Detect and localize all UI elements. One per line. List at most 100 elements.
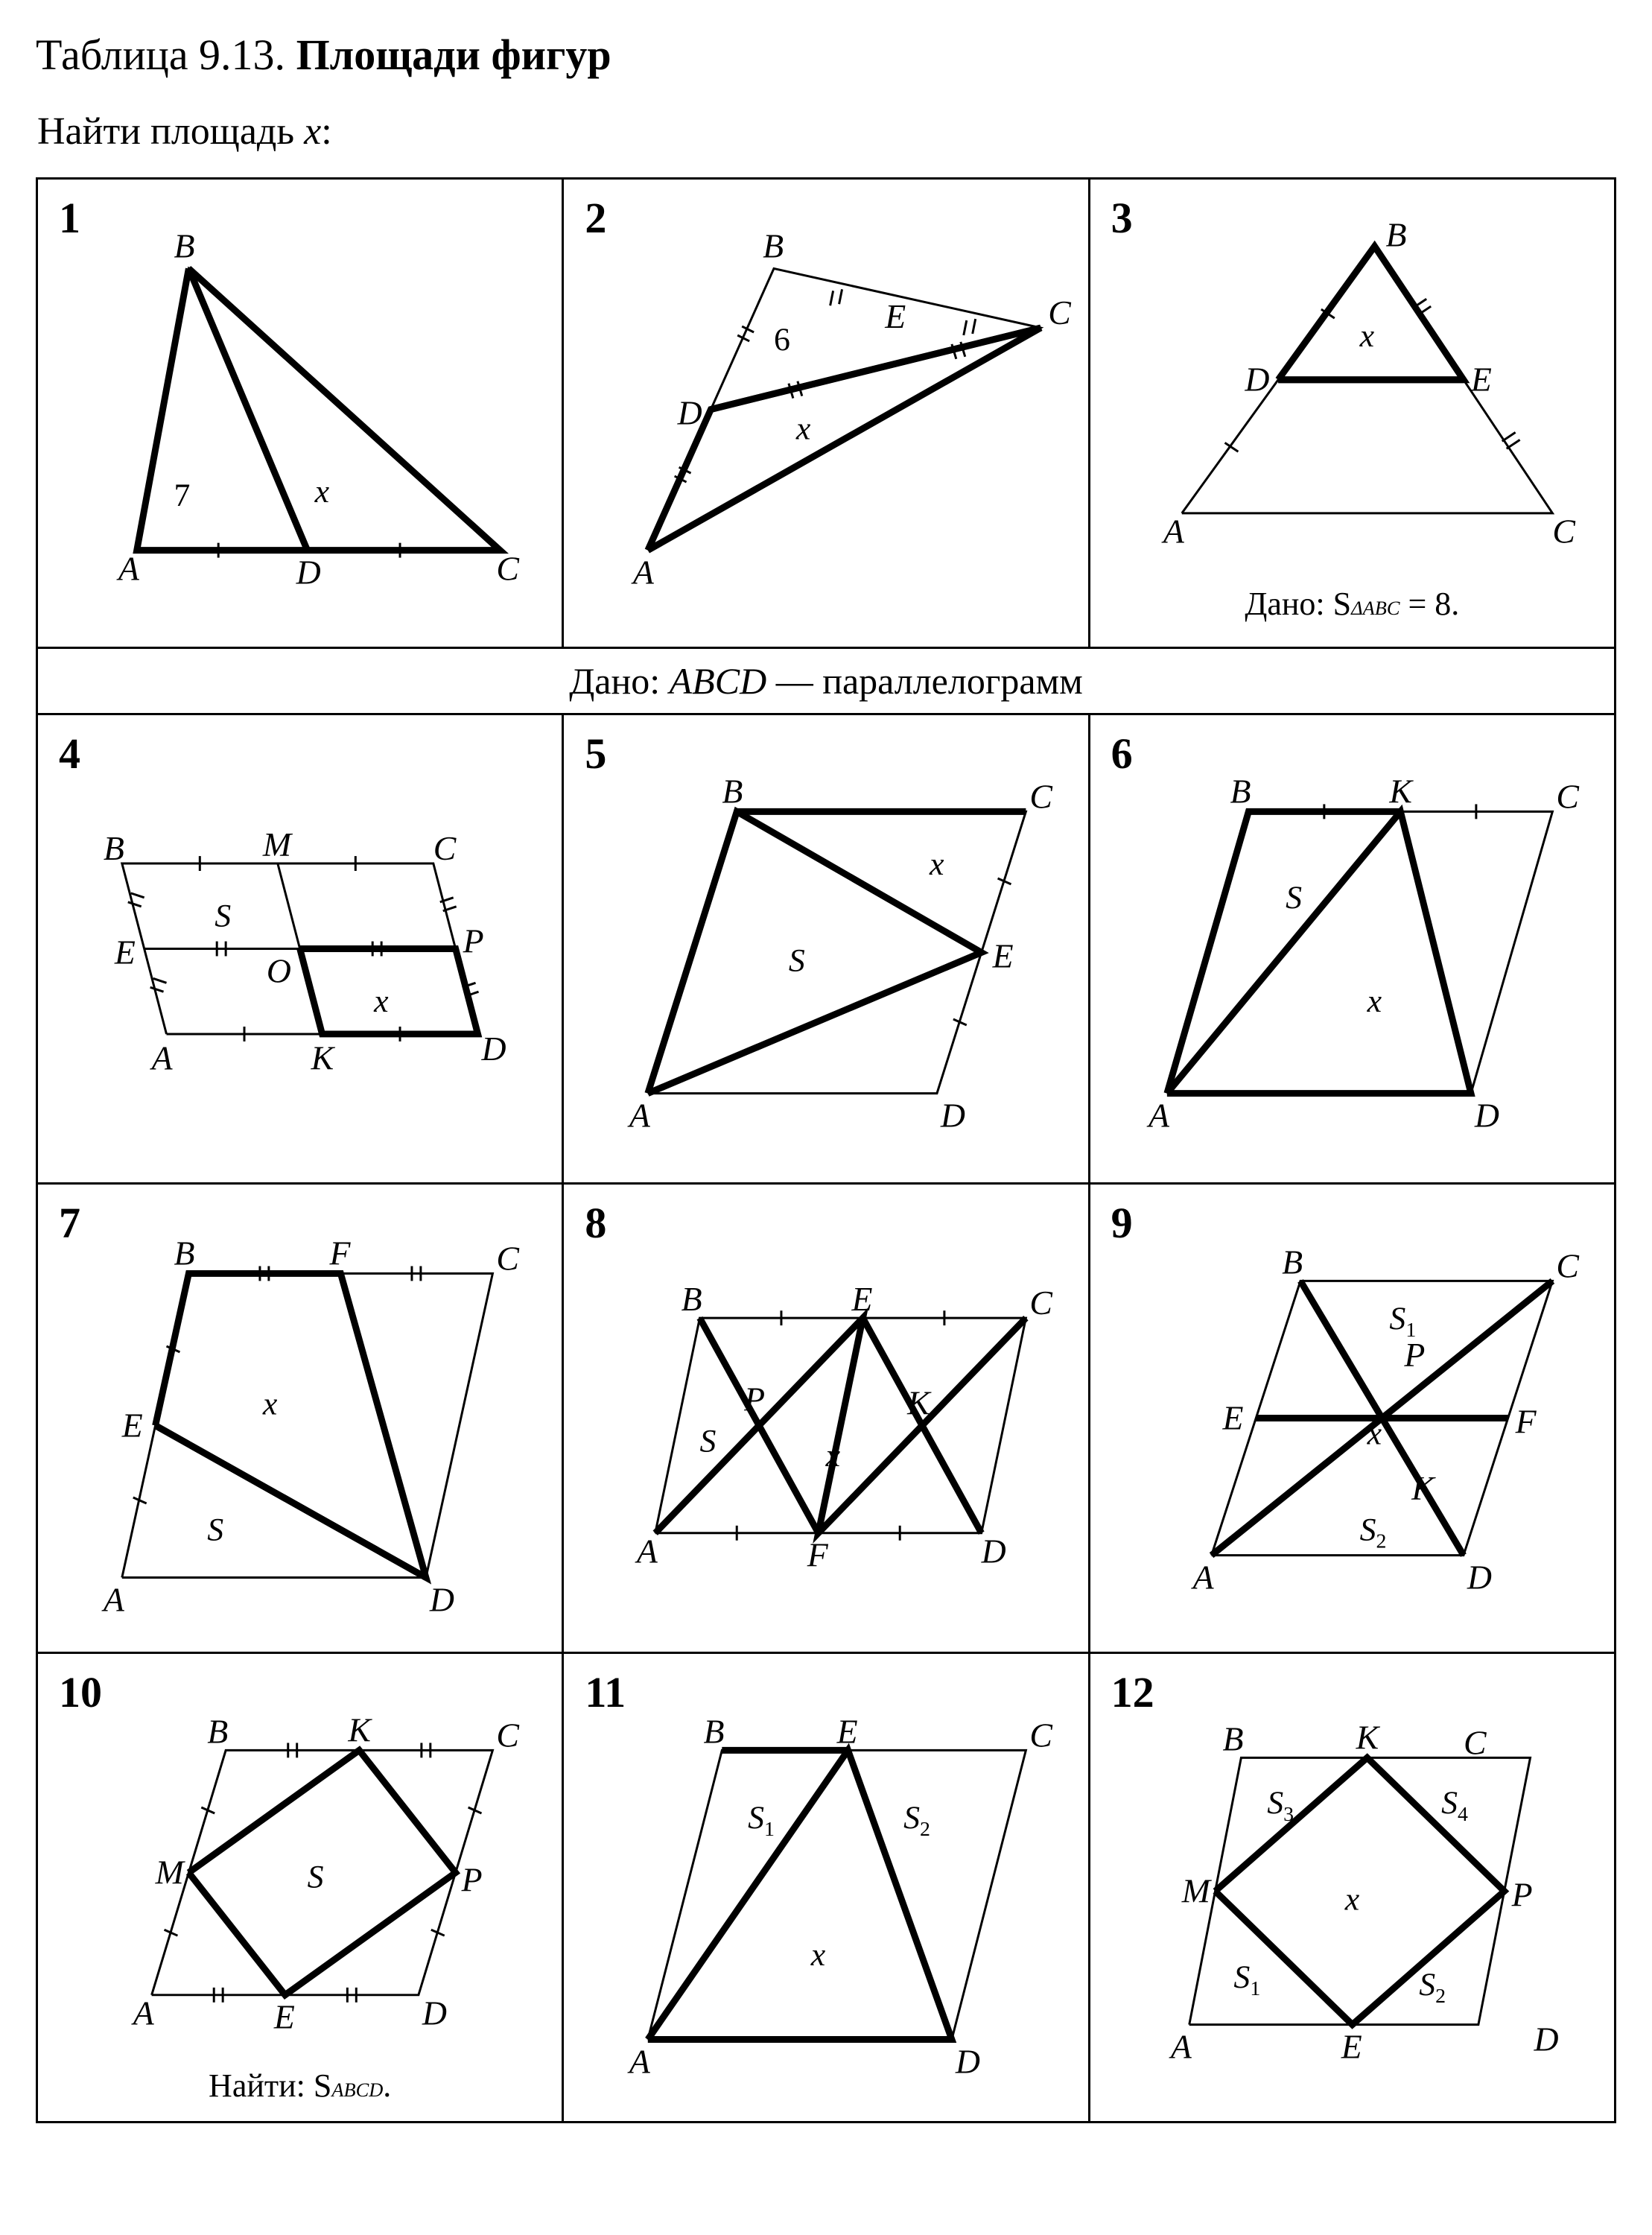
label-F: F xyxy=(1514,1402,1537,1440)
value-S: S xyxy=(700,1423,717,1459)
value-S2: S2 xyxy=(1359,1512,1386,1553)
value-x: x xyxy=(262,1386,278,1422)
banner-prefix: Дано: xyxy=(569,660,669,702)
figure-1: A B C D 7 x xyxy=(38,180,562,647)
value-S: S xyxy=(1286,880,1302,916)
figure-10: A B K C D E M P S xyxy=(38,1654,562,2121)
label-E: E xyxy=(836,1712,858,1750)
value-S1: S1 xyxy=(1233,1959,1260,2000)
label-C: C xyxy=(496,1716,519,1754)
prompt-prefix: Найти площадь xyxy=(37,110,304,153)
label-B: B xyxy=(1222,1719,1243,1757)
prompt-suffix: : xyxy=(321,110,331,153)
value-x: x xyxy=(795,410,811,446)
banner-suffix: — параллелограмм xyxy=(766,660,1083,702)
cell3-given: Дано: SΔABC = 8. xyxy=(1090,585,1614,623)
cell-number: 1 xyxy=(59,193,80,243)
label-D: D xyxy=(981,1532,1006,1570)
title-bold: Площади фигур xyxy=(296,31,611,79)
label-C: C xyxy=(1030,1284,1053,1322)
label-C: C xyxy=(1030,777,1053,815)
label-B: B xyxy=(104,829,124,867)
cell10-find: Найти: SABCD. xyxy=(38,2067,562,2105)
label-P: P xyxy=(744,1380,766,1418)
value-S2: S2 xyxy=(903,1800,930,1841)
label-C: C xyxy=(1030,1716,1053,1754)
cell-number: 3 xyxy=(1111,193,1133,243)
label-E: E xyxy=(1221,1398,1243,1436)
cell-11: 11 A B E C D x S1 S2 xyxy=(563,1653,1089,2123)
label-B: B xyxy=(722,772,743,810)
prompt: Найти площадь x: xyxy=(37,110,1616,153)
cell-number: 10 xyxy=(59,1667,102,1717)
value-x: x xyxy=(1366,1416,1382,1451)
value-S4: S4 xyxy=(1441,1785,1468,1826)
label-F: F xyxy=(807,1536,829,1574)
label-A: A xyxy=(1146,1096,1170,1134)
label-F: F xyxy=(328,1234,351,1272)
figure-12: A B K C D E M P x S1 S2 S3 S4 xyxy=(1090,1654,1614,2121)
label-D: D xyxy=(1244,361,1269,399)
value-S: S xyxy=(207,1512,223,1548)
cell-8: 8 A B E C D F P K S x xyxy=(563,1184,1089,1653)
problem-grid: 1 A B C D 7 x 2 A B C D E 6 x 3 xyxy=(36,177,1616,2123)
label-K: K xyxy=(1388,772,1414,810)
value-S: S xyxy=(308,1860,324,1895)
given-sub: ΔABC xyxy=(1351,597,1400,619)
value-S1: S1 xyxy=(1389,1301,1416,1342)
label-E: E xyxy=(885,297,906,335)
label-C: C xyxy=(1552,513,1575,551)
label-K: K xyxy=(1411,1469,1436,1507)
label-P: P xyxy=(461,1860,483,1898)
label-E: E xyxy=(992,936,1014,974)
label-D: D xyxy=(429,1580,454,1618)
figure-11: A B E C D x S1 S2 xyxy=(564,1654,1087,2121)
label-C: C xyxy=(496,549,519,587)
cell-5: 5 A B C D E S x xyxy=(563,714,1089,1184)
label-A: A xyxy=(1190,1558,1214,1596)
label-B: B xyxy=(682,1280,702,1318)
label-B: B xyxy=(1282,1243,1303,1281)
value-7: 7 xyxy=(174,478,190,513)
figure-5: A B C D E S x xyxy=(564,715,1087,1182)
label-C: C xyxy=(1556,777,1579,815)
label-A: A xyxy=(1168,2027,1192,2065)
cell-9: 9 A B C D E F P K x S1 S2 xyxy=(1089,1184,1615,1653)
value-x: x xyxy=(1366,983,1382,1019)
cell-1: 1 A B C D 7 x xyxy=(37,179,563,648)
cell-6: 6 A B K C D S x xyxy=(1089,714,1615,1184)
cell-number: 9 xyxy=(1111,1198,1133,1248)
label-E: E xyxy=(1340,2027,1362,2065)
label-D: D xyxy=(1533,2020,1558,2058)
label-C: C xyxy=(1464,1723,1487,1761)
label-D: D xyxy=(296,553,321,591)
cell-number: 11 xyxy=(585,1667,626,1717)
figure-9: A B C D E F P K x S1 S2 xyxy=(1090,1185,1614,1652)
find-dot: . xyxy=(383,2067,391,2104)
label-D: D xyxy=(1474,1096,1499,1134)
label-C: C xyxy=(1556,1246,1579,1284)
label-E: E xyxy=(114,933,136,971)
label-D: D xyxy=(1467,1558,1492,1596)
value-x: x xyxy=(1344,1881,1359,1917)
cell-4: 4 B M C E O P A K D S x xyxy=(37,714,563,1184)
label-A: A xyxy=(101,1580,125,1618)
label-B: B xyxy=(1385,216,1406,254)
label-K: K xyxy=(347,1711,372,1749)
label-B: B xyxy=(763,227,784,265)
label-A: A xyxy=(631,553,655,591)
label-O: O xyxy=(267,951,291,989)
cell-10: 10 A B K C D E M P S Найти: SABCD. xyxy=(37,1653,563,2123)
value-x: x xyxy=(314,474,330,510)
value-x: x xyxy=(1359,318,1374,354)
label-A: A xyxy=(150,1039,174,1077)
label-D: D xyxy=(422,1994,447,2032)
cell-7: 7 A B F C D E x S xyxy=(37,1184,563,1653)
figure-8: A B E C D F P K S x xyxy=(564,1185,1087,1652)
value-x: x xyxy=(929,846,944,882)
cell-number: 2 xyxy=(585,193,606,243)
label-E: E xyxy=(121,1406,143,1444)
label-A: A xyxy=(131,1994,155,2032)
value-6: 6 xyxy=(774,322,790,358)
value-S3: S3 xyxy=(1267,1785,1294,1826)
